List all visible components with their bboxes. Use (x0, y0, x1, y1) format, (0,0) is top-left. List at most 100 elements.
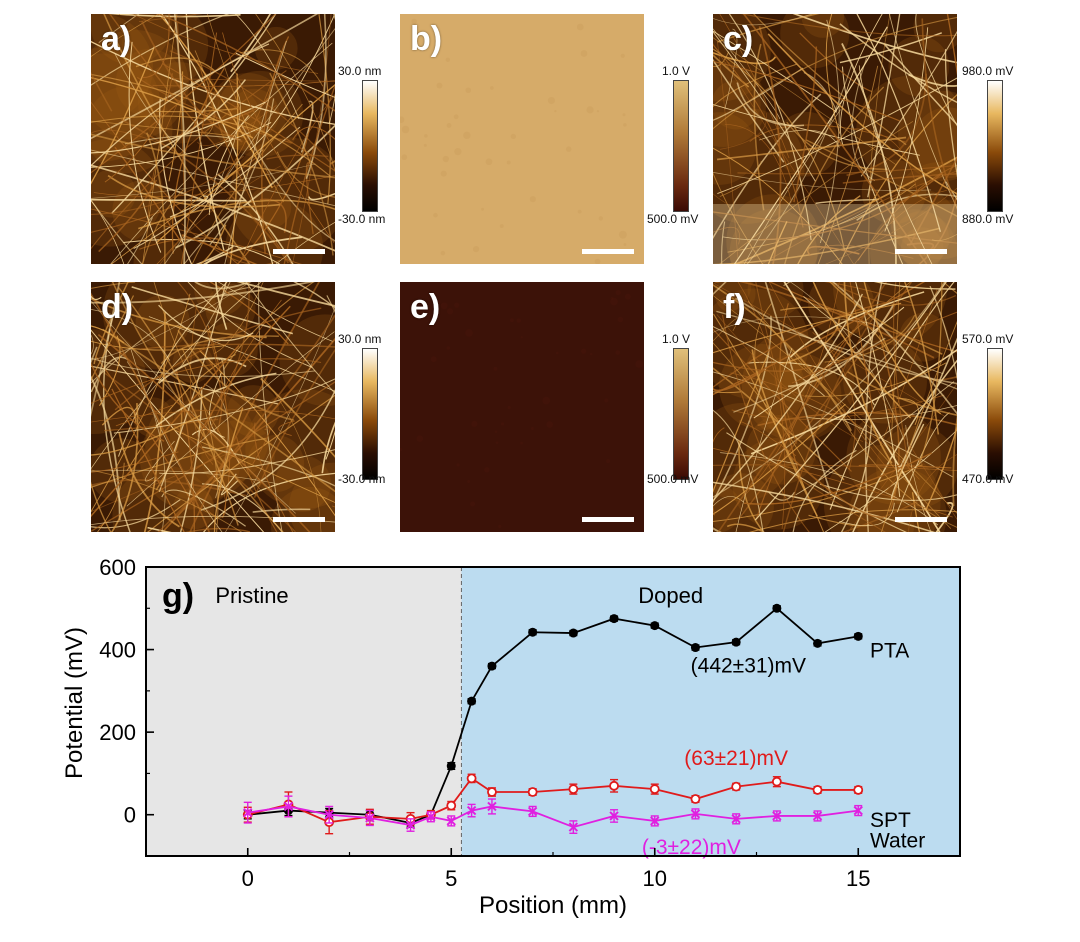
panel-label-e: e) (410, 288, 441, 326)
colorbar-f-max: 570.0 mV (962, 332, 1014, 346)
colorbar-a-max: 30.0 nm (338, 64, 382, 78)
kpfm-panel-e: e) (400, 282, 644, 532)
x-tick-label: 5 (445, 866, 457, 891)
afm-panel-a: a) (91, 14, 335, 264)
data-point-spt (527, 787, 538, 797)
kpfm-panel-b: b) (400, 14, 644, 264)
region-pristine (146, 567, 462, 856)
panel-label-a: a) (101, 20, 132, 58)
colorbar-e-max: 1.0 V (662, 332, 691, 346)
y-tick-label: 200 (99, 720, 136, 745)
x-axis-label: Position (mm) (479, 892, 627, 919)
region-doped (461, 567, 960, 856)
scale-bar-b (582, 249, 634, 254)
colorbar-a (362, 80, 378, 212)
colorbar-d-min: -30.0 nm (338, 472, 386, 486)
y-tick-label: 600 (99, 555, 136, 580)
panel-label-d: d) (101, 288, 134, 326)
kpfm-image-b (400, 14, 644, 264)
data-point-water (283, 795, 294, 818)
data-point-water (426, 811, 436, 823)
colorbar-e (673, 348, 689, 480)
data-point-spt (487, 787, 497, 797)
x-tick-label: 10 (643, 866, 667, 891)
chart-panel-label: g) (162, 577, 194, 615)
data-point-water (243, 801, 253, 824)
afm-image-a (91, 14, 335, 264)
data-point-pta (528, 627, 538, 637)
data-point-water (568, 820, 579, 834)
data-point-pta (650, 621, 660, 631)
data-point-spt (568, 783, 579, 795)
region-label-doped: Doped (638, 583, 703, 608)
data-point-pta (690, 643, 700, 653)
kpfm-image-f (713, 282, 957, 532)
plot-axes: 0 5 10 15 0 200 400 600 (99, 555, 961, 891)
kpfm-image-e (400, 282, 644, 532)
data-point-pta (813, 638, 823, 648)
y-axis-label: Potential (mV) (61, 627, 88, 779)
y-tick-label: 0 (124, 803, 136, 828)
colorbar-f (987, 348, 1003, 480)
data-point-pta (731, 637, 741, 647)
afm-image-d (91, 282, 335, 532)
colorbar-b (673, 80, 689, 212)
panel-label-f: f) (723, 288, 746, 326)
data-point-spt (690, 794, 701, 804)
afm-panel-d: d) (91, 282, 335, 532)
data-point-water (853, 804, 863, 817)
data-point-water (365, 809, 375, 827)
legend-label-spt: SPT (870, 809, 911, 832)
scale-bar-c (895, 249, 947, 254)
panel-label-c: c) (723, 20, 754, 58)
data-point-water (731, 813, 741, 825)
scale-bar-e (582, 517, 634, 522)
legend-label-pta: PTA (870, 640, 909, 663)
data-point-water (466, 803, 477, 818)
data-point-spt (853, 785, 864, 795)
x-tick-label: 15 (846, 866, 870, 891)
colorbar-a-min: -30.0 nm (338, 212, 386, 226)
region-label-pristine: Pristine (215, 583, 288, 608)
annotation-spt: (63±21)mV (684, 747, 788, 770)
data-point-water (324, 805, 334, 824)
panel-label-b: b) (410, 20, 443, 58)
data-point-water (446, 815, 456, 827)
data-point-water (405, 818, 416, 832)
kpfm-image-c (713, 14, 957, 264)
data-point-spt (812, 785, 823, 795)
series-line-water (247, 805, 859, 829)
data-point-spt (771, 776, 782, 788)
annotation-pta: (442±31)mV (691, 654, 806, 677)
potential-line-chart: Pristine Doped PTA (442±31)mV SPT (63±21)mV W… (61, 555, 961, 919)
colorbar-b-max: 1.0 V (662, 64, 691, 78)
data-point-water (609, 809, 619, 823)
colorbar-f-min: 470.0 mV (962, 472, 1014, 486)
data-point-water (772, 810, 782, 822)
data-point-pta (568, 628, 578, 638)
data-point-pta (467, 696, 477, 706)
data-point-water (650, 815, 660, 827)
y-tick-label: 400 (99, 638, 136, 663)
data-point-pta (853, 631, 863, 641)
colorbar-c-min: 880.0 mV (962, 212, 1014, 226)
colorbar-d-max: 30.0 nm (338, 332, 382, 346)
data-point-water (690, 808, 701, 820)
colorbar-b-min: 500.0 mV (647, 212, 699, 226)
colorbar-c-max: 980.0 mV (962, 64, 1014, 78)
data-point-pta (446, 761, 456, 771)
legend-label-water: Water (870, 829, 925, 852)
plot-regions: Pristine Doped (146, 567, 960, 856)
scale-bar-d (273, 517, 325, 522)
data-point-spt (609, 778, 619, 793)
scale-bar-f (895, 517, 947, 522)
data-point-spt (731, 781, 742, 792)
series-line-pta (247, 607, 859, 824)
annotation-water: (-3±22)mV (642, 836, 741, 859)
colorbar-c (987, 80, 1003, 212)
data-point-spt (466, 773, 477, 784)
x-tick-label: 0 (242, 866, 254, 891)
data-point-spt (446, 800, 457, 811)
data-point-spt (649, 783, 660, 795)
data-point-water (812, 810, 823, 822)
